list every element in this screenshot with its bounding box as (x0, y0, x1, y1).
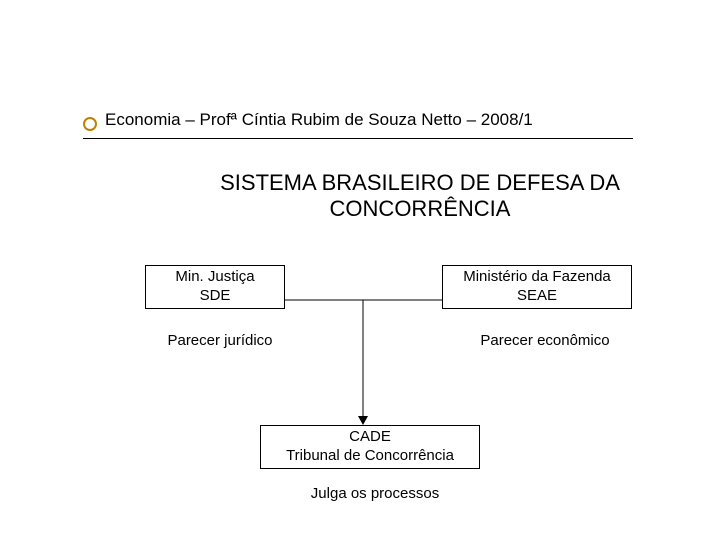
box-min-fazenda-line2: SEAE (517, 287, 557, 306)
label-parecer-juridico: Parecer jurídico (155, 332, 285, 349)
header-rule (83, 138, 633, 139)
label-parecer-economico: Parecer econômico (460, 332, 630, 349)
header-bullet (83, 117, 97, 131)
slide-title: SISTEMA BRASILEIRO DE DEFESA DA CONCORRÊ… (140, 170, 700, 222)
box-min-justica-line1: Min. Justiça (175, 268, 254, 287)
box-min-fazenda: Ministério da Fazenda SEAE (442, 265, 632, 309)
box-cade-line1: CADE (349, 428, 391, 447)
arrow-head-icon (358, 416, 368, 425)
box-cade: CADE Tribunal de Concorrência (260, 425, 480, 469)
header-text: Economia – Profª Cíntia Rubim de Souza N… (105, 110, 533, 130)
box-min-fazenda-line1: Ministério da Fazenda (463, 268, 611, 287)
box-cade-line2: Tribunal de Concorrência (286, 447, 454, 466)
label-julga-processos: Julga os processos (295, 485, 455, 502)
box-min-justica: Min. Justiça SDE (145, 265, 285, 309)
box-min-justica-line2: SDE (200, 287, 231, 306)
